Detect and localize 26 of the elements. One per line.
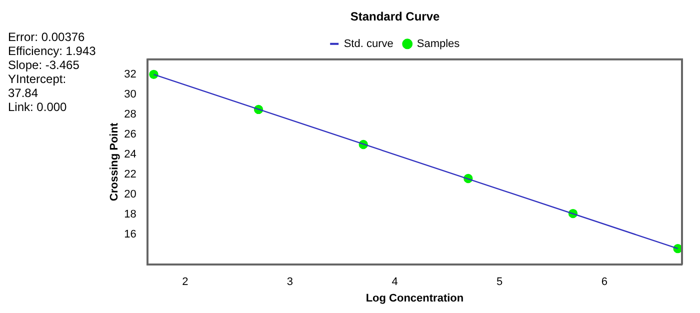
text: Slope: -3.465 (8, 58, 80, 72)
text: Link: 0.000 (8, 100, 68, 114)
y-tick-label: 30 (124, 88, 136, 100)
y-tick-label: 24 (124, 148, 136, 161)
text: 37.84 (8, 86, 40, 100)
y-tick-label: 22 (124, 168, 136, 181)
y-tick-label: 32 (124, 68, 136, 80)
y-axis-title: Crossing Point (108, 122, 121, 202)
text: Error: 0.00376 (8, 30, 86, 44)
point (149, 70, 158, 80)
x-tick-label: 3 (286, 276, 294, 288)
x-tick-label: 2 (182, 276, 188, 288)
chart-title: Standard Curve (350, 10, 440, 24)
y-tick-label: 26 (124, 128, 136, 141)
x-axis-title: Log Concentration (366, 292, 464, 304)
legend-label: Samples (416, 38, 460, 50)
x-tick-label: 5 (496, 276, 503, 288)
x-tick-label: 4 (392, 276, 398, 288)
legend-label: Std. curve (344, 38, 394, 50)
text: YIntercept: (8, 72, 68, 86)
y-tick-label: 20 (124, 188, 136, 201)
x-tick-label: 6 (601, 276, 608, 288)
y-tick-label: 16 (124, 228, 136, 241)
text: Efficiency: 1.943 (8, 44, 96, 58)
y-tick-label: 28 (124, 108, 136, 120)
y-tick-label: 18 (124, 208, 136, 221)
